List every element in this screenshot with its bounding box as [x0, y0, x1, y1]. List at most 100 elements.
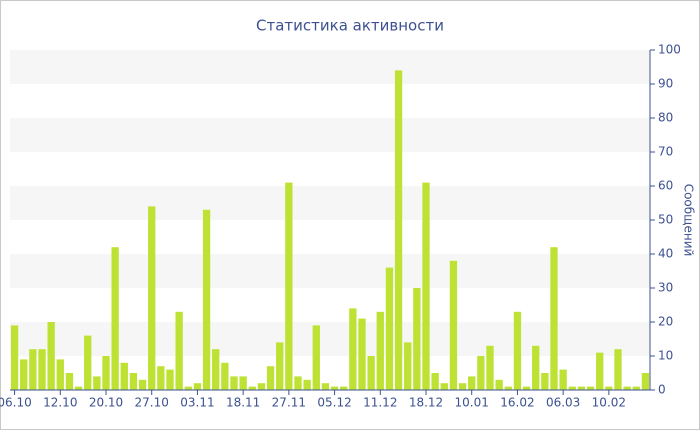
bar: [349, 308, 357, 390]
y-axis-label: Сообщений: [682, 184, 696, 257]
bar: [84, 335, 92, 390]
bar: [522, 386, 531, 390]
bar: [74, 386, 83, 390]
bar: [586, 386, 595, 390]
grid-band: [10, 186, 650, 220]
x-tick-label: 20.10: [89, 396, 123, 410]
bar: [266, 366, 275, 390]
x-tick-label: 03.11: [180, 396, 214, 410]
y-tick-label: 70: [658, 145, 673, 159]
chart-title: Статистика активности: [256, 17, 444, 35]
bar: [111, 247, 119, 390]
bar: [212, 349, 220, 390]
bar: [29, 349, 37, 390]
bar: [404, 342, 412, 390]
bar: [422, 182, 430, 390]
x-tick-label: 18.12: [409, 396, 443, 410]
x-tick-label: 16.02: [500, 396, 534, 410]
bar: [550, 247, 558, 390]
bar: [541, 373, 549, 390]
bar: [166, 369, 174, 390]
bar: [532, 345, 540, 390]
x-tick-label: 18.11: [226, 396, 260, 410]
x-tick-label: 27.11: [272, 396, 306, 410]
bar: [221, 362, 229, 390]
x-tick-label: 06.10: [0, 396, 32, 410]
bar: [303, 379, 311, 390]
bar: [440, 383, 448, 390]
bar: [614, 349, 622, 390]
bar: [477, 356, 485, 390]
y-tick-label: 50: [658, 213, 673, 227]
bar: [495, 379, 503, 390]
bar: [202, 209, 211, 390]
bar: [385, 267, 394, 390]
bar: [193, 383, 202, 390]
bar: [431, 373, 439, 390]
bar: [486, 345, 494, 390]
bar: [312, 325, 320, 390]
bar: [157, 366, 165, 390]
bar: [285, 182, 293, 390]
bar: [10, 325, 19, 390]
bar: [129, 373, 138, 390]
bar: [330, 386, 339, 390]
x-tick-label: 11.12: [363, 396, 397, 410]
x-tick-label: 06.03: [546, 396, 580, 410]
bar: [605, 386, 613, 390]
bar: [559, 369, 567, 390]
bar: [394, 70, 403, 391]
bar: [340, 386, 348, 390]
x-tick-label: 05.12: [317, 396, 351, 410]
x-tick-label: 10.02: [592, 396, 626, 410]
bar: [632, 386, 640, 390]
bar: [568, 386, 576, 390]
bar: [367, 356, 375, 390]
y-tick-label: 10: [658, 349, 673, 363]
x-tick-label: 10.01: [455, 396, 489, 410]
bar: [358, 318, 366, 390]
bar: [20, 359, 28, 390]
bar: [93, 376, 101, 390]
bar: [577, 386, 586, 390]
bar: [513, 311, 522, 390]
bar: [376, 311, 384, 390]
y-tick-label: 0: [658, 383, 666, 397]
x-tick-label: 12.10: [43, 396, 77, 410]
bar: [138, 379, 147, 390]
bar: [449, 260, 458, 390]
bar: [175, 311, 183, 390]
bar: [413, 288, 421, 390]
bar: [468, 376, 476, 390]
grid-band: [10, 118, 650, 152]
bar: [321, 383, 330, 390]
y-tick-label: 80: [658, 111, 673, 125]
bar: [257, 383, 266, 390]
bar: [641, 373, 650, 390]
bar: [623, 386, 631, 390]
y-tick-label: 90: [658, 77, 673, 91]
y-tick-label: 100: [658, 43, 681, 57]
bar: [65, 373, 74, 390]
bar: [458, 383, 467, 390]
bar: [230, 376, 238, 390]
bar: [102, 356, 110, 390]
bar: [248, 386, 256, 390]
bar: [47, 322, 55, 390]
bar: [294, 376, 302, 390]
bar: [596, 352, 604, 390]
bar: [120, 362, 128, 390]
grid-band: [10, 50, 650, 84]
x-tick-label: 27.10: [135, 396, 169, 410]
bar: [38, 349, 46, 390]
bar: [148, 206, 156, 390]
y-tick-label: 60: [658, 179, 673, 193]
y-tick-label: 40: [658, 247, 673, 261]
y-tick-label: 20: [658, 315, 673, 329]
bar: [56, 359, 64, 390]
bar: [504, 386, 512, 390]
bar: [276, 342, 284, 390]
y-tick-label: 30: [658, 281, 673, 295]
bar: [239, 376, 247, 390]
